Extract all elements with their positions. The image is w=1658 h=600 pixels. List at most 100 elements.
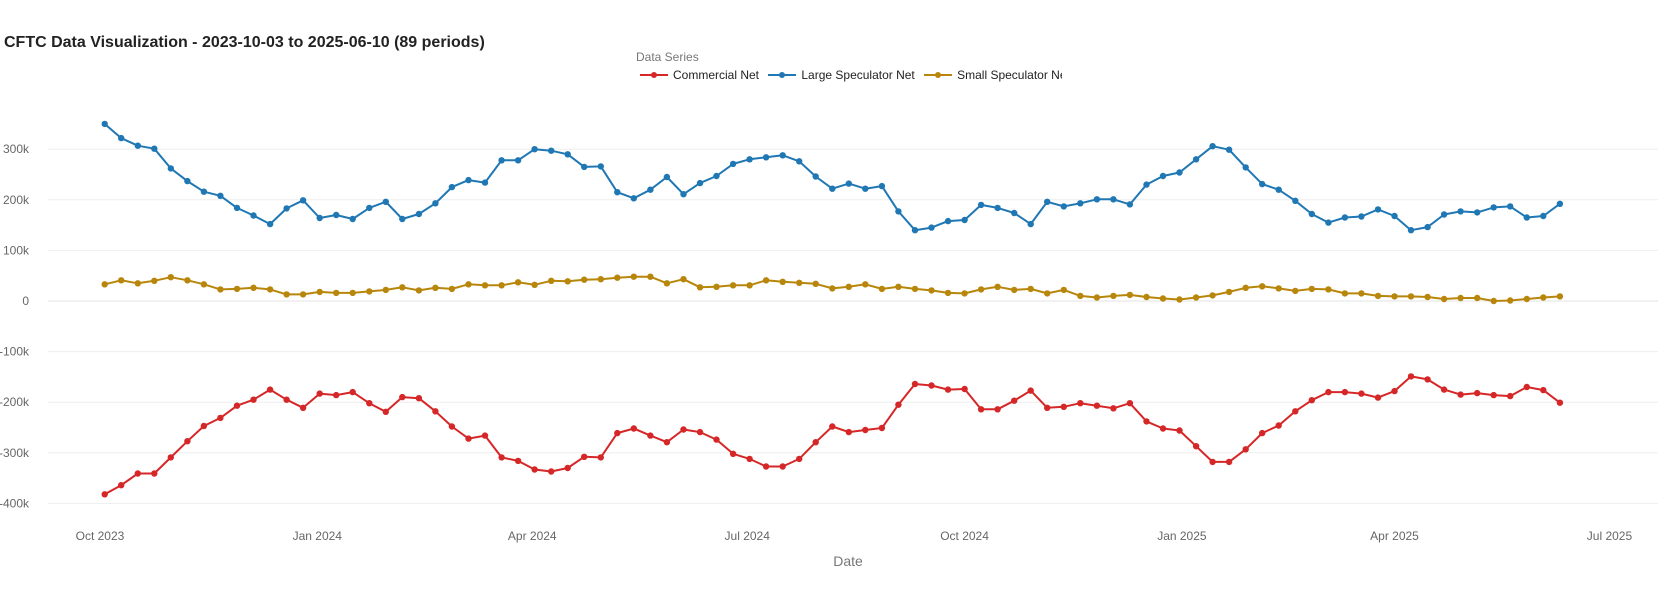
data-point-commercial-net — [895, 401, 902, 408]
data-point-commercial-net — [1523, 383, 1531, 391]
data-point-commercial-net — [266, 386, 274, 393]
data-point-large-speculator-net — [911, 227, 919, 234]
x-tick-label: Jan 2024 — [293, 529, 343, 543]
data-point-small-speculator-net — [1225, 288, 1233, 296]
data-point-small-speculator-net — [961, 290, 968, 297]
y-tick-label: -400k — [0, 496, 30, 510]
data-point-small-speculator-net — [465, 281, 472, 288]
data-point-small-speculator-net — [1523, 295, 1531, 303]
data-point-small-speculator-net — [448, 285, 456, 293]
data-point-small-speculator-net — [1027, 285, 1034, 293]
data-point-large-speculator-net — [266, 220, 274, 228]
data-point-large-speculator-net — [829, 185, 836, 192]
data-point-large-speculator-net — [696, 179, 704, 187]
data-point-small-speculator-net — [250, 284, 257, 291]
data-point-small-speculator-net — [696, 284, 704, 291]
data-point-small-speculator-net — [895, 283, 902, 290]
data-point-commercial-net — [118, 482, 125, 489]
data-point-large-speculator-net — [432, 200, 439, 207]
data-point-commercial-net — [167, 454, 174, 461]
data-point-large-speculator-net — [1242, 164, 1249, 171]
data-point-commercial-net — [581, 453, 588, 460]
data-point-small-speculator-net — [829, 285, 836, 292]
data-point-large-speculator-net — [101, 120, 108, 128]
legend-item-large-speculator-net[interactable]: Large Speculator Net — [768, 67, 915, 83]
data-point-small-speculator-net — [564, 278, 571, 285]
data-point-small-speculator-net — [1209, 292, 1216, 299]
data-point-commercial-net — [448, 423, 456, 430]
data-point-commercial-net — [1159, 425, 1167, 432]
data-point-commercial-net — [299, 404, 307, 411]
chart-title: CFTC Data Visualization - 2023-10-03 to … — [4, 34, 485, 51]
data-point-large-speculator-net — [1159, 172, 1167, 180]
data-point-large-speculator-net — [746, 156, 753, 163]
data-point-commercial-net — [746, 455, 753, 463]
data-point-large-speculator-net — [167, 165, 174, 172]
data-point-commercial-net — [1490, 391, 1497, 399]
data-point-commercial-net — [382, 408, 389, 415]
data-point-large-speculator-net — [928, 224, 935, 231]
x-tick-label: Jul 2024 — [725, 529, 771, 543]
data-point-commercial-net — [977, 406, 985, 413]
data-point-commercial-net — [548, 468, 555, 475]
data-point-small-speculator-net — [531, 281, 538, 288]
data-point-commercial-net — [1126, 400, 1134, 407]
data-point-commercial-net — [316, 390, 323, 397]
data-point-large-speculator-net — [481, 179, 489, 186]
data-point-large-speculator-net — [1077, 200, 1084, 207]
data-point-small-speculator-net — [944, 289, 952, 297]
data-point-small-speculator-net — [1259, 283, 1266, 290]
data-point-large-speculator-net — [1457, 208, 1464, 215]
data-point-commercial-net — [944, 386, 952, 393]
y-tick-label: -200k — [0, 395, 30, 409]
data-point-large-speculator-net — [1325, 219, 1332, 226]
data-point-commercial-net — [415, 395, 423, 402]
x-tick-label: Jul 2025 — [1587, 529, 1633, 543]
data-point-small-speculator-net — [266, 286, 274, 293]
data-point-small-speculator-net — [167, 274, 174, 281]
data-point-large-speculator-net — [614, 189, 621, 196]
data-point-small-speculator-net — [1507, 297, 1514, 304]
data-point-commercial-net — [812, 439, 819, 446]
data-point-commercial-net — [1225, 458, 1233, 466]
data-point-small-speculator-net — [1011, 286, 1018, 294]
data-point-commercial-net — [680, 426, 687, 433]
data-point-commercial-net — [779, 463, 786, 470]
data-point-small-speculator-net — [796, 279, 803, 286]
data-point-small-speculator-net — [729, 282, 737, 289]
data-point-small-speculator-net — [1093, 294, 1101, 301]
data-point-commercial-net — [1507, 392, 1514, 400]
data-point-large-speculator-net — [382, 198, 389, 205]
data-point-small-speculator-net — [1490, 297, 1497, 305]
data-point-large-speculator-net — [1225, 146, 1233, 153]
data-point-small-speculator-net — [151, 277, 158, 284]
data-point-small-speculator-net — [498, 282, 505, 289]
data-point-small-speculator-net — [1474, 294, 1481, 302]
data-point-commercial-net — [1011, 397, 1018, 404]
data-point-commercial-net — [1358, 390, 1365, 397]
data-point-large-speculator-net — [498, 157, 505, 164]
data-point-commercial-net — [283, 396, 290, 403]
data-point-commercial-net — [796, 455, 803, 463]
legend-item-small-speculator-net[interactable]: Small Speculator Net — [924, 67, 1062, 83]
data-point-small-speculator-net — [1424, 293, 1431, 301]
data-point-commercial-net — [349, 388, 356, 396]
data-point-large-speculator-net — [812, 173, 819, 180]
data-point-small-speculator-net — [299, 291, 307, 298]
data-point-commercial-net — [1407, 373, 1415, 380]
data-point-commercial-net — [1325, 388, 1332, 396]
data-point-large-speculator-net — [1424, 223, 1431, 231]
data-point-small-speculator-net — [680, 276, 687, 283]
data-point-small-speculator-net — [1292, 287, 1299, 295]
y-tick-label: -100k — [0, 345, 30, 359]
data-point-commercial-net — [514, 457, 522, 465]
data-point-large-speculator-net — [1374, 206, 1382, 213]
data-point-large-speculator-net — [878, 182, 886, 190]
data-point-commercial-net — [1556, 399, 1564, 406]
data-point-commercial-net — [597, 454, 604, 461]
legend-swatch-large-speculator-net — [768, 72, 797, 78]
data-point-small-speculator-net — [845, 283, 852, 290]
legend-item-commercial-net[interactable]: Commercial Net — [640, 67, 759, 83]
data-point-small-speculator-net — [1110, 292, 1117, 300]
